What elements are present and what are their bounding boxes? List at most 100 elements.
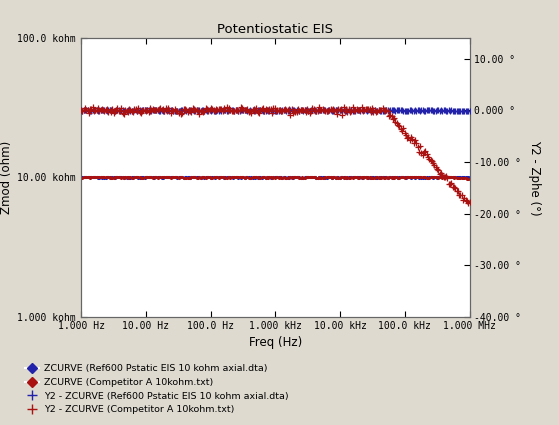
Point [124,109,132,116]
Point [132,107,141,114]
Point [144,109,153,116]
Point [312,174,321,181]
Point [191,108,200,114]
Point [114,107,123,114]
Point [104,107,113,114]
Point [295,174,304,181]
Point [456,175,465,181]
Point [156,105,165,112]
Point [383,174,392,181]
Point [376,174,385,181]
Point [290,174,299,181]
Point [278,106,287,113]
Point [170,107,179,114]
Point [174,174,183,181]
Point [458,173,467,180]
Point [283,174,292,181]
Point [229,108,238,115]
Point [177,174,186,181]
Point [184,174,193,181]
Point [278,174,287,181]
Point [82,107,91,114]
Point [244,174,253,181]
Point [400,174,409,181]
Point [257,107,266,113]
Point [438,172,447,179]
Point [164,174,173,181]
Point [238,107,247,114]
Point [109,174,118,181]
Point [116,108,125,114]
Point [177,111,186,118]
Point [91,107,100,113]
Point [201,174,210,181]
Point [225,174,234,181]
Point [153,107,162,114]
Point [308,174,317,181]
Point [345,107,354,114]
Point [260,108,269,114]
Point [269,174,278,181]
Point [143,174,152,181]
Point [362,105,371,112]
Point [79,174,88,181]
Point [252,107,261,114]
Point [433,107,442,114]
Point [414,174,423,181]
Point [144,174,153,181]
Point [406,133,415,140]
Point [125,174,134,181]
Point [204,174,213,181]
Point [439,174,448,181]
Point [113,174,122,181]
Point [195,107,204,113]
Point [373,107,382,114]
Point [353,174,362,181]
Point [93,174,102,181]
Point [150,174,159,181]
Point [439,174,448,181]
Point [225,107,234,114]
Point [344,106,353,113]
Point [102,174,111,181]
Point [425,174,434,181]
Point [414,107,423,114]
Point [260,174,269,181]
Point [404,134,413,141]
Point [143,107,152,113]
Point [253,174,262,181]
Point [118,174,127,181]
Point [253,107,262,114]
Point [95,174,104,181]
Point [396,107,405,114]
Point [333,107,342,113]
Point [84,174,93,181]
Point [157,107,166,113]
Point [320,174,329,181]
Point [233,174,241,181]
Point [286,174,295,181]
Point [86,174,94,181]
Point [352,106,361,113]
Point [253,109,262,116]
Point [288,174,297,181]
Point [176,108,184,114]
Point [148,174,157,181]
Point [124,174,132,181]
Point [83,174,92,181]
Point [209,174,218,181]
Point [105,107,114,113]
Point [276,107,285,113]
Point [328,174,337,181]
Point [247,107,255,114]
Point [188,105,197,111]
Point [340,107,349,114]
Point [358,107,367,114]
Point [426,174,435,181]
Point [266,107,275,114]
Point [318,174,327,181]
Point [409,107,418,114]
Point [100,174,109,181]
Point [190,174,198,181]
Point [397,174,406,181]
